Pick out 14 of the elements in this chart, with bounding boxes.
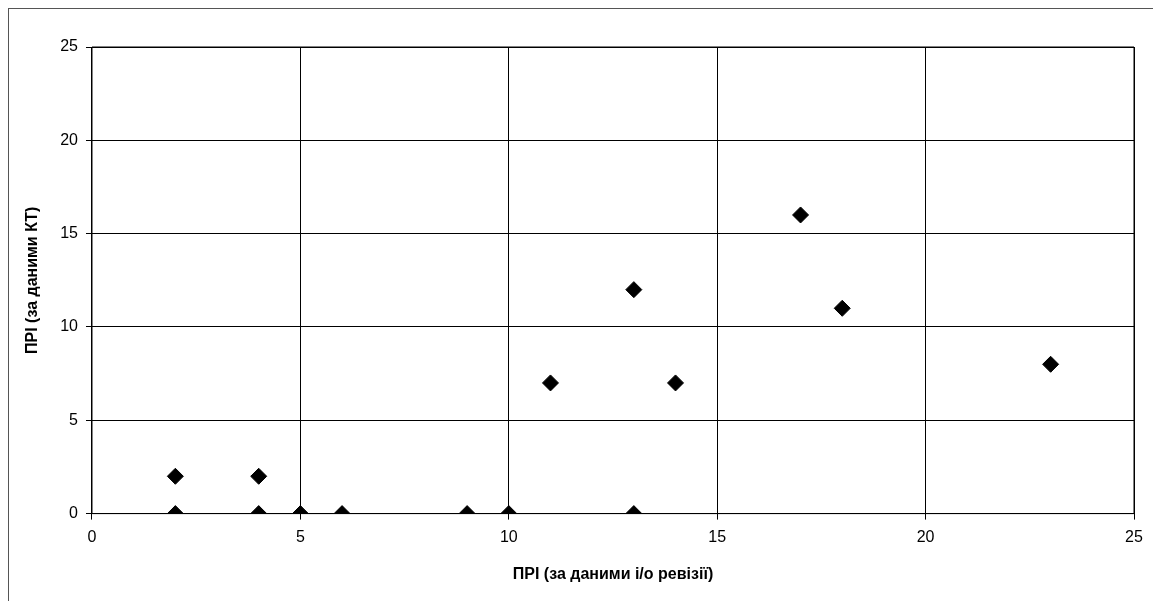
y-tick-label: 15 bbox=[60, 224, 79, 242]
y-axis-title: ПРІ (за даними КТ) bbox=[23, 206, 41, 355]
y-tick-label: 10 bbox=[60, 317, 79, 335]
y-tick-label: 0 bbox=[69, 504, 79, 522]
x-tick-label: 5 bbox=[295, 527, 305, 545]
x-tick-label: 20 bbox=[916, 527, 935, 545]
x-tick-label: 25 bbox=[1125, 527, 1143, 545]
x-axis-title: ПРІ (за даними і/о ревізії) bbox=[512, 564, 714, 582]
y-tick-label: 20 bbox=[60, 130, 79, 148]
x-tick-label: 0 bbox=[87, 527, 97, 545]
x-tick-label: 10 bbox=[499, 527, 518, 545]
x-tick-label: 15 bbox=[708, 527, 727, 545]
y-tick-label: 25 bbox=[60, 37, 79, 55]
y-tick-label: 5 bbox=[69, 410, 79, 428]
